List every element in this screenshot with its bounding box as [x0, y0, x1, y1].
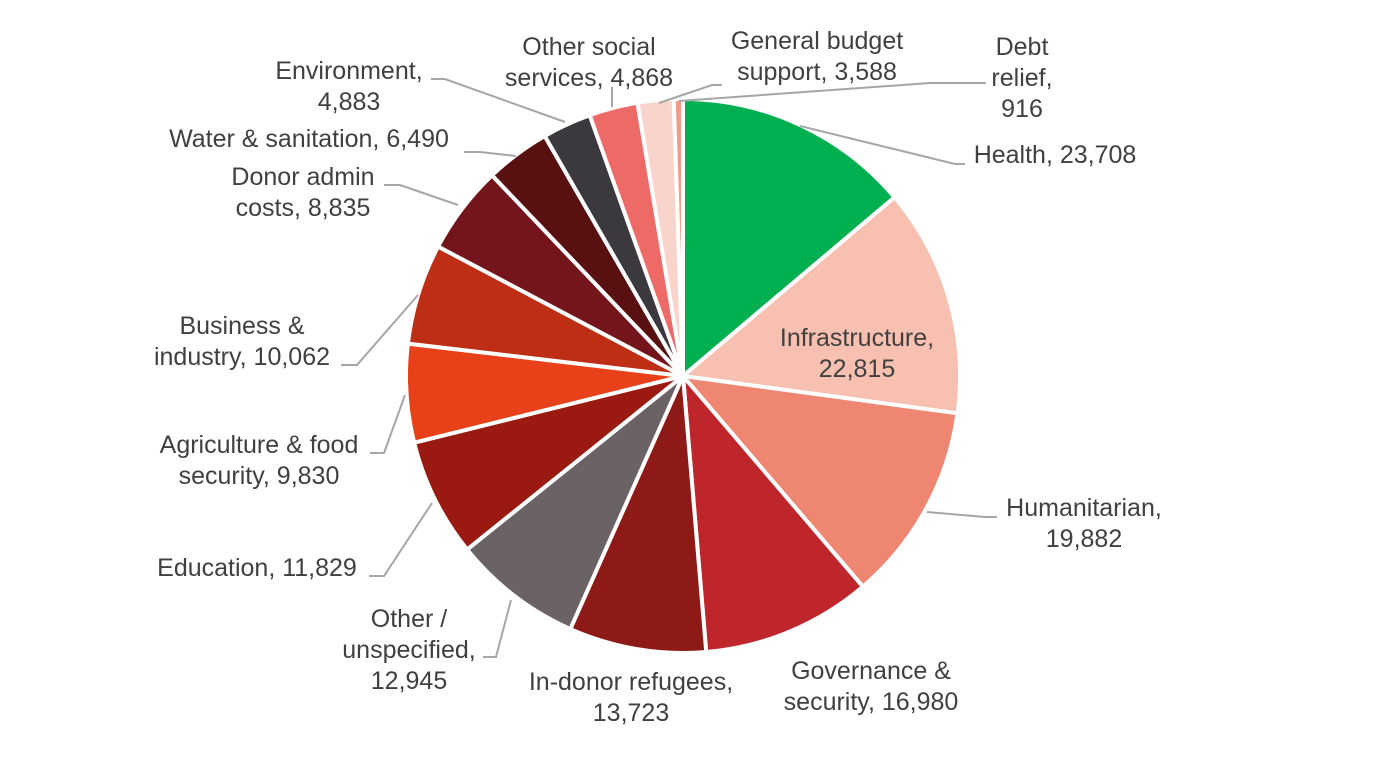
slice-label-line: security, 9,830	[179, 462, 340, 490]
leader-line-health	[799, 125, 965, 165]
slice-label-line: 12,945	[371, 667, 447, 695]
slice-label-donor-admin-costs: Donor admin costs, 8,835	[231, 163, 374, 222]
slice-label-education: Education, 11,829	[157, 554, 357, 582]
pie-slice-governance-and-security	[681, 374, 865, 655]
slice-label-infrastructure: Infrastructure, 22,815	[780, 324, 934, 383]
slice-label-environment: Environment, 4,883	[275, 57, 422, 116]
pie-slice-humanitarian	[681, 374, 960, 589]
slice-label-line: 22,815	[819, 355, 895, 383]
slice-label-line: Environment,	[275, 57, 422, 85]
pie-slice-in-donor-refugees	[568, 374, 709, 655]
pie-slice-education	[412, 374, 685, 552]
slice-label-line: services, 4,868	[505, 64, 673, 92]
leader-line-agriculture-and-food-security	[370, 394, 406, 454]
slice-label-line: Education, 11,829	[157, 554, 357, 582]
slice-label-line: relief,	[991, 64, 1052, 92]
slice-label-governance-and-security: Governance & security, 16,980	[784, 657, 959, 716]
slice-label-line: 916	[1001, 95, 1043, 123]
slice-label-line: In-donor refugees,	[529, 668, 733, 696]
slice-label-other-unspecified: Other / unspecified, 12,945	[342, 605, 475, 695]
slice-label-line: Water & sanitation, 6,490	[169, 125, 449, 153]
slice-label-health: Health, 23,708	[974, 141, 1137, 169]
slice-label-line: Humanitarian,	[1006, 494, 1162, 522]
slice-label-line: Debt	[996, 33, 1049, 61]
slice-label-line: support, 3,588	[737, 58, 897, 86]
leader-line-general-budget-support	[658, 84, 722, 104]
slice-label-line: Other social	[522, 33, 655, 61]
leader-line-debt-relief	[678, 82, 986, 102]
slice-label-in-donor-refugees: In-donor refugees, 13,723	[529, 668, 733, 727]
slice-label-humanitarian: Humanitarian, 19,882	[1006, 494, 1162, 553]
slice-label-business-and-industry: Business & industry, 10,062	[154, 312, 330, 371]
pie-slice-infrastructure	[681, 195, 962, 416]
slice-label-line: 13,723	[593, 699, 669, 727]
slice-label-other-social-services: Other social services, 4,868	[505, 33, 673, 92]
leader-line-education	[369, 502, 433, 577]
leader-line-other-unspecified	[483, 599, 512, 658]
pie-slices	[404, 97, 962, 655]
slice-label-line: Agriculture & food	[160, 431, 359, 459]
slice-label-line: 19,882	[1046, 525, 1122, 553]
slice-label-line: costs, 8,835	[236, 194, 371, 222]
leader-line-water-and-sanitation	[464, 151, 517, 157]
slice-label-line: Other /	[371, 605, 447, 633]
leader-lines	[341, 78, 997, 658]
leader-line-humanitarian	[926, 511, 997, 518]
leader-line-donor-admin-costs	[384, 184, 459, 206]
slice-label-line: industry, 10,062	[154, 343, 330, 371]
slice-label-line: Health, 23,708	[974, 141, 1137, 169]
slice-label-line: Donor admin	[231, 163, 374, 191]
slice-labels: Health, 23,708 Infrastructure, 22,815 Human…	[154, 27, 1162, 727]
slice-label-general-budget-support: General budget support, 3,588	[731, 27, 903, 86]
pie-slice-other-unspecified	[465, 374, 685, 632]
leader-line-business-and-industry	[341, 294, 419, 366]
slice-label-line: 4,883	[318, 88, 381, 116]
slice-label-debt-relief: Debt relief, 916	[991, 33, 1052, 123]
pie-slice-debt-relief	[671, 97, 685, 378]
slice-label-line: security, 16,980	[784, 688, 959, 716]
slice-label-agriculture-and-food-security: Agriculture & food security, 9,830	[160, 431, 359, 490]
slice-label-line: Governance &	[791, 657, 951, 685]
leader-line-environment	[431, 78, 566, 123]
slice-label-water-and-sanitation: Water & sanitation, 6,490	[169, 125, 449, 153]
slice-label-line: Infrastructure,	[780, 324, 934, 352]
slice-label-line: General budget	[731, 27, 903, 55]
slice-label-line: Business &	[179, 312, 304, 340]
slice-label-line: unspecified,	[342, 636, 475, 664]
